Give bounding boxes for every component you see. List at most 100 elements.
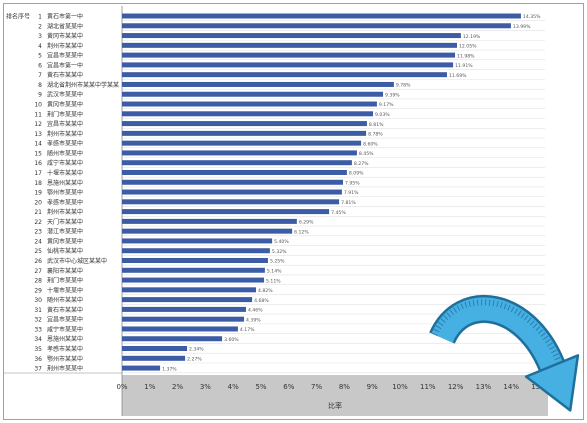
category-label: 宜昌市某某中 [47,316,83,324]
category-label: 湖北省荆州市某某中学某某 [47,81,119,89]
category-label: 孝感市某某中 [47,198,83,206]
rank-number: 11 [34,111,42,118]
value-label: 5.25% [270,259,285,265]
x-tick-label: 2% [172,383,183,391]
rank-number: 15 [34,150,42,157]
category-label: 宜昌市某某中 [47,120,83,128]
category-label: 武汉市中心城区某某中 [47,257,107,265]
arrow-head [524,354,580,412]
value-label: 7.95% [345,180,360,186]
bar-11 [122,111,374,117]
value-label: 9.17% [379,102,394,108]
category-label: 恩施州某某中 [47,179,83,187]
x-axis-ticks: 0%1%2%3%4%5%6%7%8%9%10%11%12%13%14%15% [116,383,547,391]
value-label: 8.27% [354,161,369,167]
value-label: 8.45% [359,151,374,157]
rank-number: 30 [34,297,42,304]
category-label: 潜江市某某中 [47,228,83,236]
rank-number: 29 [34,287,42,294]
bar-29 [122,287,256,293]
bar-19 [122,189,342,195]
bar-7 [122,72,447,78]
rank-number: 22 [34,219,42,226]
rank-number: 9 [38,92,42,99]
category-label: 孝感市某某中 [47,140,83,148]
value-label: 4.17% [240,327,255,333]
rank-number: 18 [34,180,42,187]
bar-10 [122,101,377,107]
rank-number: 7 [38,72,42,79]
bar-4 [122,42,457,48]
category-label: 鄂州市某某中 [47,355,83,363]
x-tick-label: 13% [476,383,492,391]
bar-18 [122,179,344,185]
x-tick-label: 14% [503,383,519,391]
arrow-band [431,297,563,371]
bar-32 [122,316,245,322]
bar-25 [122,248,270,254]
rank-number: 2 [38,23,42,30]
category-label: 天门市某某中 [47,218,83,226]
value-label: 8.09% [349,171,364,177]
category-label: 荆州市某某中 [47,42,83,50]
rank-number: 19 [34,190,42,197]
x-tick-label: 8% [339,383,350,391]
rank-number: 37 [34,366,42,373]
value-label: 4.82% [258,288,273,294]
rank-number: 28 [34,278,42,285]
bar-20 [122,199,340,205]
bar-14 [122,140,362,146]
category-label: 仙桃市某某中 [47,247,83,255]
category-label: 武汉市某某中 [47,91,83,99]
category-label: 荆州市某某中 [47,208,83,216]
rank-number: 36 [34,356,42,363]
value-label: 5.14% [267,268,282,274]
bar-24 [122,238,273,244]
bar-28 [122,277,265,283]
bar-23 [122,228,293,234]
x-axis-title: 比率 [328,401,342,410]
row-gridlines [122,20,545,374]
category-label: 黄冈市某某中 [47,101,83,109]
x-tick-label: 4% [228,383,239,391]
category-label: 黄石市某某中 [47,306,83,314]
value-label: 7.81% [341,200,356,206]
value-label: 12.05% [459,44,477,50]
bar-6 [122,62,454,68]
category-label: 宜昌市某某中 [47,52,83,60]
rank-number: 13 [34,131,42,138]
x-tick-label: 6% [283,383,294,391]
bar-2 [122,23,511,29]
bar-1 [122,13,521,19]
category-label: 随州市某某中 [47,296,83,304]
category-label: 孝感市某某中 [47,345,83,353]
value-label: 11.98% [457,53,475,59]
value-label: 8.81% [369,122,384,128]
category-label: 荆州市某某中 [47,365,83,373]
row-labels: 1 黄石市第一中 14.35% 2 湖北省某某中 13.99% 3 黄冈市某某中 12.19% 4… [34,13,541,373]
value-label: 4.46% [248,308,263,314]
rank-number: 23 [34,229,42,236]
category-label: 鄂州市某某中 [47,189,83,197]
category-label: 黄石市第一中 [47,13,83,21]
bar-34 [122,336,223,342]
rank-number: 4 [38,43,42,50]
rank-number: 25 [34,248,42,255]
bar-13 [122,130,367,136]
rank-number: 31 [34,307,42,314]
value-label: 11.69% [449,73,467,79]
rank-number: 24 [34,238,42,245]
value-label: 11.91% [455,63,473,69]
x-tick-label: 10% [392,383,408,391]
bar-3 [122,33,461,39]
bar-30 [122,297,253,303]
value-label: 1.37% [162,366,177,372]
category-label: 咸宁市某某中 [47,159,83,167]
value-label: 14.35% [523,14,541,20]
rank-number: 1 [38,14,42,21]
category-label: 咸宁市某某中 [47,325,83,333]
value-label: 8.60% [363,141,378,147]
bar-12 [122,121,367,127]
